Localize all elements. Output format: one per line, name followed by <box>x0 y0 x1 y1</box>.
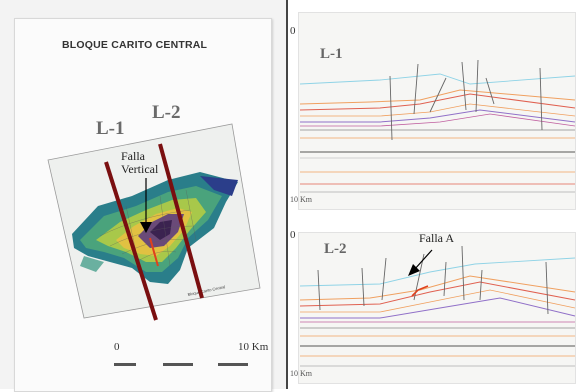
map-figure: Bloque Carito Central <box>47 123 261 366</box>
map-title: BLOQUE CARITO CENTRAL <box>62 39 208 51</box>
profile-line-l2 <box>158 143 204 299</box>
fault-marker <box>149 237 159 267</box>
section-l2-horizons <box>299 257 576 367</box>
scale-end-label: 10 Km <box>238 341 269 353</box>
section-l2-fault-a <box>411 285 429 297</box>
fault-label-line2: Vertical <box>121 162 159 176</box>
section-l2-scale: 10 Km <box>290 369 312 378</box>
section-l1-horizons <box>299 73 576 193</box>
section-l1-depth-zero: 0 <box>290 25 296 37</box>
section-l2-depth-zero: 0 <box>290 229 296 241</box>
fault-label-a: Falla A <box>419 231 454 245</box>
section-l1-faults <box>389 59 543 141</box>
section-l2-faults <box>317 245 549 315</box>
section-l1-label: L-1 <box>320 46 343 62</box>
arrow-falla-a <box>413 249 433 271</box>
map-label-l1: L-1 <box>96 118 125 139</box>
panel-divider <box>286 0 288 389</box>
arrow-head-falla-vertical <box>140 222 152 233</box>
fault-label-line1: Falla <box>121 149 145 163</box>
fault-label-vertical: Falla Vertical <box>121 150 158 176</box>
scale-bar <box>114 363 248 366</box>
map-label-l2: L-2 <box>152 102 181 123</box>
scale-start-label: 0 <box>114 341 120 353</box>
section-l1-scale: 10 Km <box>290 195 312 204</box>
section-l2-label: L-2 <box>324 241 347 257</box>
profile-line-l1 <box>104 161 158 321</box>
arrow-head-falla-a <box>408 264 420 276</box>
